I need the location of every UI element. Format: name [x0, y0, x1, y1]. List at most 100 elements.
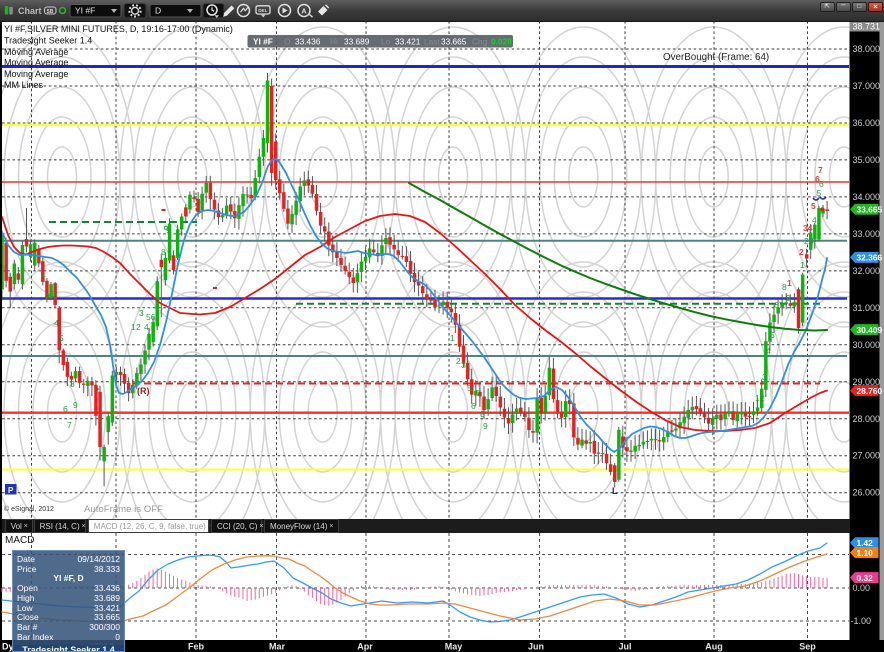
svg-text:34.000: 34.000	[853, 192, 881, 202]
svg-text:Mar: Mar	[269, 642, 286, 652]
svg-text:3: 3	[51, 289, 56, 299]
svg-text:Jul: Jul	[618, 642, 631, 652]
svg-text:4: 4	[54, 318, 59, 328]
svg-text:5: 5	[467, 383, 472, 393]
svg-text:Feb: Feb	[188, 642, 205, 652]
svg-text:1.42: 1.42	[857, 538, 874, 548]
svg-text:4: 4	[466, 363, 471, 373]
svg-text:2: 2	[136, 322, 141, 332]
svg-text:6: 6	[819, 179, 824, 189]
svg-text:38.000: 38.000	[853, 44, 881, 54]
svg-text:Moving Average: Moving Average	[4, 58, 68, 68]
svg-text:1: 1	[787, 278, 792, 288]
svg-text:8: 8	[480, 409, 485, 419]
svg-text:DEL: DEL	[258, 8, 267, 13]
svg-text:OverBought (Frame: 64): OverBought (Frame: 64)	[663, 52, 769, 63]
svg-text:L: L	[612, 486, 618, 496]
svg-text:9: 9	[73, 400, 78, 410]
svg-text:0.028: 0.028	[491, 36, 512, 46]
svg-text:YI #F: YI #F	[75, 5, 95, 15]
svg-text:(R): (R)	[137, 386, 150, 396]
svg-text:1: 1	[41, 269, 46, 279]
svg-text:36.000: 36.000	[853, 118, 881, 128]
svg-text:Chart: Chart	[18, 6, 42, 16]
svg-text:5: 5	[811, 201, 816, 211]
svg-text:Last: Last	[424, 36, 440, 46]
svg-text:2: 2	[45, 292, 50, 302]
svg-text:7: 7	[476, 388, 481, 398]
svg-text:P: P	[8, 486, 14, 495]
svg-text:Hi: Hi	[330, 36, 338, 46]
svg-text:30.409: 30.409	[857, 325, 883, 335]
svg-text:Moving Average: Moving Average	[4, 47, 68, 57]
svg-text:28.760: 28.760	[857, 386, 883, 396]
svg-text:32.000: 32.000	[853, 266, 881, 276]
svg-text:1: 1	[800, 260, 805, 270]
svg-text:38.731: 38.731	[853, 22, 881, 32]
svg-text:0.00: 0.00	[853, 583, 871, 593]
svg-text:Moving Average: Moving Average	[4, 69, 68, 79]
svg-text:4: 4	[766, 346, 771, 356]
svg-text:35.000: 35.000	[853, 155, 881, 165]
svg-text:67: 67	[774, 300, 784, 310]
svg-text:Apr: Apr	[357, 642, 373, 652]
svg-text:9: 9	[483, 421, 488, 431]
svg-text:33.000: 33.000	[853, 229, 881, 239]
svg-text:YI #F,SILVER MINI FUTURES, D,: YI #F,SILVER MINI FUTURES, D, 19:16-17:0…	[4, 24, 233, 34]
svg-text:3: 3	[139, 308, 144, 318]
svg-text:7: 7	[156, 296, 161, 306]
svg-text:Chg: Chg	[472, 36, 488, 46]
svg-text:31.000: 31.000	[853, 303, 881, 313]
svg-text:4: 4	[144, 322, 149, 332]
svg-text:4: 4	[812, 215, 817, 225]
svg-text:5: 5	[59, 333, 64, 343]
svg-text:23: 23	[804, 236, 814, 246]
svg-text:May: May	[445, 642, 463, 652]
svg-text:33.665: 33.665	[441, 36, 467, 46]
svg-text:1.10: 1.10	[857, 548, 874, 558]
svg-text:3: 3	[461, 360, 466, 370]
svg-text:7: 7	[67, 420, 72, 430]
svg-text:7: 7	[818, 165, 823, 175]
svg-text:8: 8	[782, 282, 787, 292]
svg-text:0.32: 0.32	[857, 573, 874, 583]
svg-text:33.421: 33.421	[395, 36, 421, 46]
svg-text:YI #F: YI #F	[253, 36, 273, 46]
svg-text:2: 2	[456, 356, 461, 366]
svg-text:Lo: Lo	[381, 36, 391, 46]
svg-text:56: 56	[146, 312, 156, 322]
svg-text:Aug: Aug	[705, 642, 723, 652]
svg-text:6: 6	[63, 404, 68, 414]
svg-text:Jun: Jun	[528, 642, 544, 652]
svg-text:12: 12	[755, 393, 765, 403]
svg-text:8: 8	[161, 247, 166, 257]
svg-text:1: 1	[450, 333, 455, 343]
svg-text:33.436: 33.436	[295, 36, 321, 46]
svg-text:© eSignal, 2012: © eSignal, 2012	[4, 505, 54, 513]
svg-text:30.000: 30.000	[853, 340, 881, 350]
svg-text:AutoFrame is OFF: AutoFrame is OFF	[84, 504, 163, 515]
svg-text:1: 1	[131, 322, 136, 332]
svg-text:6: 6	[815, 174, 820, 184]
svg-text:A: A	[301, 6, 307, 15]
svg-text:9: 9	[166, 225, 171, 235]
svg-text:32.366: 32.366	[857, 253, 883, 263]
svg-text:2: 2	[799, 247, 804, 257]
svg-text:9: 9	[786, 293, 791, 303]
svg-text:Tradesight Seeker 1.4: Tradesight Seeker 1.4	[4, 36, 92, 46]
svg-text:27.000: 27.000	[853, 451, 881, 461]
svg-text:5: 5	[770, 330, 775, 340]
svg-text:SB: SB	[47, 9, 54, 15]
svg-text:28.000: 28.000	[853, 414, 881, 424]
svg-text:33.665: 33.665	[857, 204, 883, 214]
svg-text:29.000: 29.000	[853, 377, 881, 387]
svg-text:D: D	[155, 5, 161, 15]
svg-text:37.000: 37.000	[853, 81, 881, 91]
svg-text:8: 8	[70, 379, 75, 389]
svg-text:3: 3	[762, 372, 767, 382]
svg-text:-1.00: -1.00	[851, 616, 872, 626]
svg-text:34: 34	[803, 223, 813, 233]
svg-text:5: 5	[817, 188, 822, 198]
svg-text:6: 6	[471, 401, 476, 411]
svg-text:33.689: 33.689	[344, 36, 370, 46]
